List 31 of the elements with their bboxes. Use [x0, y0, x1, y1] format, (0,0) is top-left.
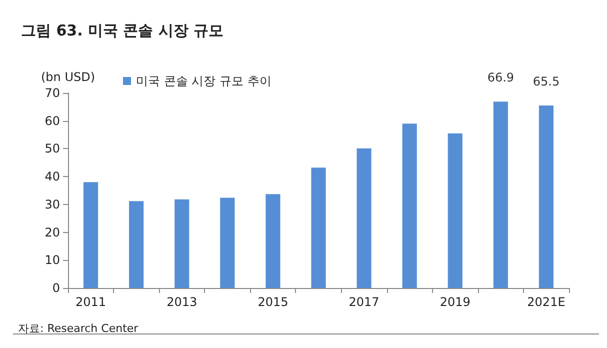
bar [83, 182, 98, 288]
y-axis-title: (bn USD) [40, 70, 96, 84]
x-tick-label: 2017 [348, 295, 380, 309]
y-tick-label: 40 [44, 170, 60, 184]
y-tick-label: 10 [44, 253, 60, 268]
legend-label: 미국 콘솔 시장 규모 추이 [136, 74, 272, 88]
y-tick-label: 60 [44, 114, 60, 128]
x-tick-label: 2015 [258, 295, 288, 309]
bar [448, 133, 462, 288]
data-label: 65.5 [532, 74, 560, 89]
bar [538, 106, 554, 288]
x-tick-label: 2021E [527, 295, 566, 309]
bar [311, 168, 326, 288]
bar [402, 124, 417, 288]
bar [129, 201, 144, 288]
y-tick-label: 0 [52, 281, 60, 295]
y-tick-label: 50 [44, 142, 60, 156]
x-tick-label: 2019 [440, 295, 470, 309]
y-tick-label: 70 [44, 86, 60, 100]
data-label: 66.9 [487, 70, 514, 85]
bar [220, 198, 235, 288]
y-tick-label: 30 [44, 197, 60, 212]
bar [266, 194, 280, 288]
y-tick-label: 20 [44, 225, 60, 240]
bar [174, 199, 190, 288]
text: 자료: Research Center [18, 322, 139, 335]
bar [356, 148, 372, 288]
chart-title: 그림 63. 미국 콘솔 시장 규모 [21, 22, 224, 40]
x-tick-label: 2011 [76, 295, 106, 309]
x-tick-label: 2013 [166, 295, 198, 309]
bar [493, 102, 508, 288]
